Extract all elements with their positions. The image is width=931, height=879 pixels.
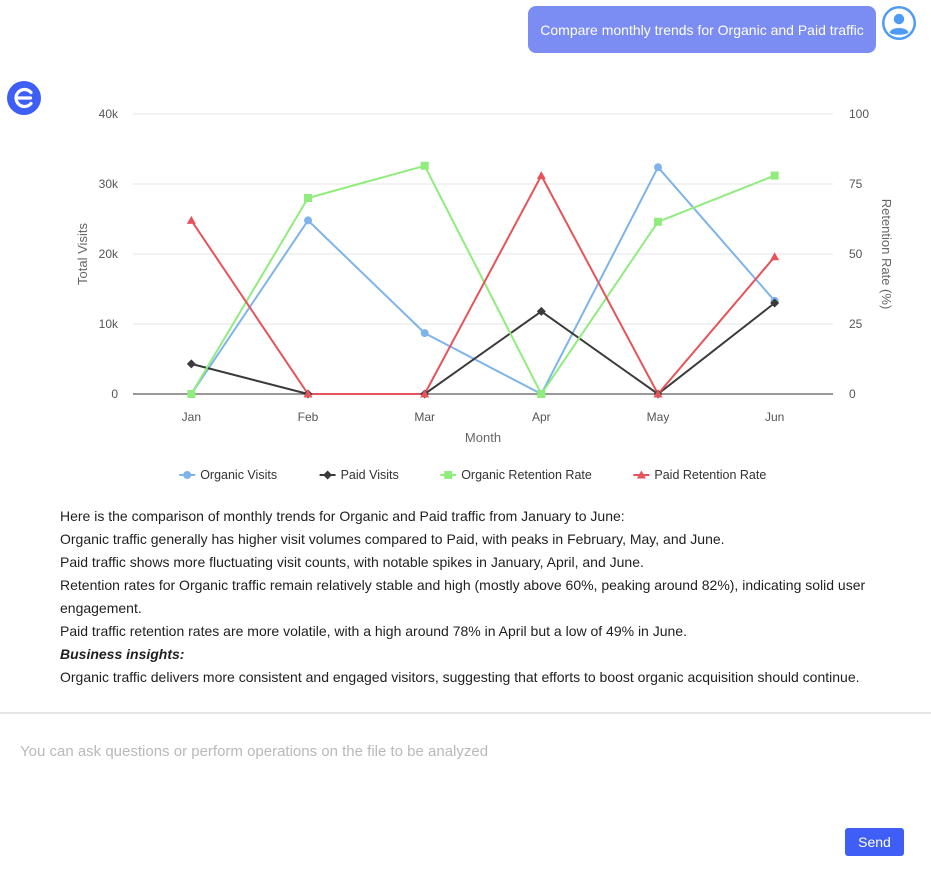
traffic-trend-chart: 0 0 10k 25 20k 50 30k 75 40k 100 Jan Feb Mar Apr May Ju… (75, 107, 894, 482)
legend-label-paid-retention-rate: Paid Retention Rate (654, 468, 766, 482)
paid-retention-rate-line (190, 174, 776, 395)
legend-label-organic-retention-rate: Organic Retention Rate (461, 468, 592, 482)
paid-retention-rate-point (770, 252, 780, 261)
paid-visits-line (191, 302, 776, 395)
legend-label-organic-visits: Organic Visits (200, 468, 277, 482)
answer-line: Here is the comparison of monthly trends… (60, 508, 625, 524)
paid-visits-point (536, 306, 546, 316)
user-message-bubble: Compare monthly trends for Organic and P… (528, 6, 876, 53)
organic-retention-rate-line (190, 164, 776, 395)
answer-line: Paid traffic shows more fluctuating visi… (60, 554, 644, 570)
paid-visits-point (770, 298, 780, 308)
y-right-tick-label: 0 (849, 387, 856, 401)
y-right-tick-label: 75 (849, 177, 863, 191)
organic-visits-line (190, 166, 776, 395)
y-left-tick-label: 40k (99, 107, 119, 121)
legend-marker-organic-retention-rate (444, 471, 453, 479)
legend-marker-paid-visits (323, 470, 333, 480)
y-left-tick-label: 30k (99, 177, 119, 191)
y-left-tick-label: 10k (99, 317, 119, 331)
question-input[interactable] (0, 714, 931, 879)
paid-retention-rate-point (653, 389, 663, 398)
answer-line: Organic traffic generally has higher vis… (60, 531, 725, 547)
x-axis-title: Month (465, 430, 501, 445)
paid-retention-rate-point (536, 171, 546, 180)
organic-retention-rate-point (187, 390, 196, 398)
assistant-answer: Here is the comparison of monthly trends… (60, 505, 912, 689)
insights-title: Business insights: (60, 646, 185, 662)
answer-line: Retention rates for Organic traffic rema… (60, 577, 866, 616)
x-tick-label: May (647, 410, 670, 424)
x-tick-label: Jan (182, 410, 201, 424)
input-divider (0, 712, 931, 714)
organic-retention-rate-point (770, 171, 779, 180)
paid-retention-rate-point (420, 389, 430, 398)
paid-retention-rate-point (186, 215, 196, 224)
y-right-tick-label: 50 (849, 247, 863, 261)
insights-text: Organic traffic delivers more consistent… (60, 669, 860, 685)
y-left-axis-title: Total Visits (75, 223, 90, 285)
organic-retention-rate-point (537, 390, 546, 398)
organic-visits-point (420, 329, 429, 338)
paid-visits-point (186, 359, 196, 369)
y-right-tick-label: 100 (849, 107, 869, 121)
assistant-logo-icon (6, 80, 42, 116)
y-right-axis-title: Retention Rate (%) (879, 199, 894, 310)
organic-visits-point (654, 163, 662, 172)
organic-retention-rate-point (304, 194, 312, 202)
legend-marker-organic-visits (183, 471, 192, 479)
y-right-tick-label: 25 (849, 317, 863, 331)
y-left-tick-label: 20k (99, 247, 119, 261)
x-tick-label: Jun (765, 410, 784, 424)
x-tick-label: Mar (414, 410, 435, 424)
legend-marker-paid-retention-rate (636, 470, 646, 479)
organic-retention-rate-point (420, 161, 429, 170)
answer-line: Paid traffic retention rates are more vo… (60, 623, 687, 639)
legend-label-paid-visits: Paid Visits (341, 468, 399, 482)
user-message-text: Compare monthly trends for Organic and P… (540, 21, 864, 38)
x-tick-label: Feb (298, 410, 319, 424)
paid-retention-rate-point (303, 389, 313, 398)
send-button[interactable]: Send (845, 828, 904, 856)
organic-retention-rate-point (654, 217, 662, 226)
y-left-tick-label: 0 (111, 387, 118, 401)
organic-visits-point (304, 216, 312, 225)
x-tick-label: Apr (532, 410, 551, 424)
user-avatar-icon (881, 5, 917, 41)
